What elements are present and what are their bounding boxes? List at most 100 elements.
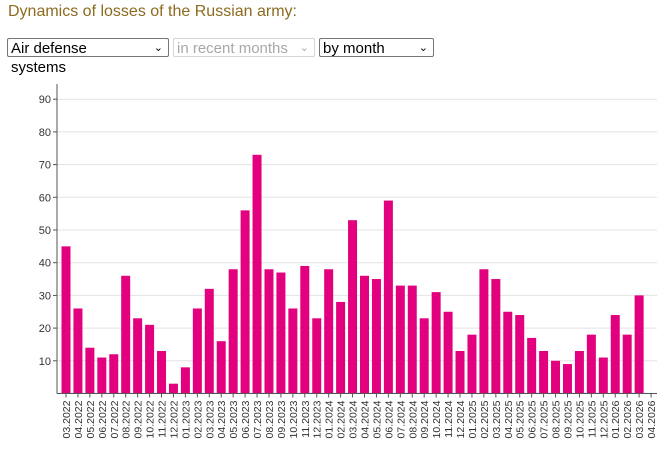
x-tick-label: 01.2024 xyxy=(324,400,336,438)
period-select[interactable]: in recent months ⌄ xyxy=(173,38,315,57)
x-tick-label: 08.2024 xyxy=(407,400,419,438)
bar-06.2023 xyxy=(240,210,250,394)
x-tick-label: 05.2024 xyxy=(371,400,383,438)
x-tick-label: 06.2023 xyxy=(240,400,252,438)
x-tick-label: 10.2024 xyxy=(431,400,443,438)
x-tick-label: 07.2025 xyxy=(539,400,551,438)
bar-09.2024 xyxy=(419,318,429,394)
y-tick-label: 10 xyxy=(39,356,51,368)
x-tick-label: 02.2023 xyxy=(192,400,204,438)
bar-02.2024 xyxy=(336,301,346,394)
chevron-down-icon: ⌄ xyxy=(418,42,428,54)
x-tick-label: 04.2023 xyxy=(216,400,228,438)
chevron-down-icon: ⌄ xyxy=(153,42,163,54)
grouping-select[interactable]: by month ⌄ xyxy=(319,38,434,57)
bar-03.2023 xyxy=(204,288,214,394)
x-tick-label: 02.2025 xyxy=(479,400,491,438)
x-tick-label: 02.2026 xyxy=(622,400,634,438)
x-tick-label: 04.2025 xyxy=(503,400,515,438)
x-tick-label: 07.2024 xyxy=(395,400,407,438)
x-tick-label: 04.2024 xyxy=(360,400,372,438)
bar-04.2023 xyxy=(216,341,226,394)
bar-03.2024 xyxy=(348,220,358,394)
x-tick-label: 11.2025 xyxy=(586,400,598,437)
x-tick-label: 02.2024 xyxy=(336,400,348,438)
y-tick-label: 40 xyxy=(39,258,51,270)
bar-01.2023 xyxy=(180,367,190,394)
bar-10.2024 xyxy=(431,292,441,394)
x-tick-label: 09.2025 xyxy=(562,400,574,438)
x-tick-label: 07.2023 xyxy=(252,400,264,438)
bar-09.2023 xyxy=(276,272,286,394)
x-tick-label: 08.2023 xyxy=(264,400,276,438)
bar-11.2024 xyxy=(443,311,453,394)
bar-12.2024 xyxy=(455,350,465,394)
x-tick-label: 03.2024 xyxy=(348,400,360,438)
x-tick-label: 09.2024 xyxy=(419,400,431,438)
bar-06.2022 xyxy=(97,357,107,394)
x-tick-label: 10.2023 xyxy=(288,400,300,438)
x-tick-label: 06.2025 xyxy=(527,400,539,438)
bar-02.2025 xyxy=(479,269,489,394)
period-select-value: in recent months xyxy=(177,40,288,57)
page-title: Dynamics of losses of the Russian army: xyxy=(8,3,297,20)
bar-11.2022 xyxy=(157,350,167,394)
x-tick-label: 05.2022 xyxy=(85,400,97,438)
bar-03.2022 xyxy=(61,246,71,394)
bar-11.2025 xyxy=(586,334,596,394)
y-axis-ticks: 10 20 30 40 50 60 70 80 90 xyxy=(39,94,57,368)
bar-10.2022 xyxy=(145,324,155,394)
bar-07.2023 xyxy=(252,154,262,394)
x-tick-label: 06.2022 xyxy=(97,400,109,438)
bar-03.2026 xyxy=(634,295,644,394)
bar-11.2023 xyxy=(300,265,310,394)
bar-04.2024 xyxy=(360,275,369,394)
x-tick-label: 03.2022 xyxy=(61,400,73,438)
y-tick-label: 20 xyxy=(39,323,51,335)
x-tick-label: 12.2023 xyxy=(312,400,324,438)
bar-05.2024 xyxy=(371,279,381,394)
chart-controls: Air defense systems ⌄ in recent months ⌄… xyxy=(7,38,434,76)
bar-07.2022 xyxy=(109,354,119,394)
x-tick-label: 11.2022 xyxy=(157,400,169,437)
bar-07.2024 xyxy=(395,285,405,394)
x-tick-label: 04.2022 xyxy=(73,400,85,438)
bar-10.2025 xyxy=(574,350,584,394)
x-tick-label: 03.2026 xyxy=(634,400,646,438)
x-tick-label: 04.2026 xyxy=(646,400,658,438)
bar-06.2025 xyxy=(527,337,537,394)
bar-02.2026 xyxy=(622,334,632,394)
x-tick-label: 09.2022 xyxy=(133,400,145,438)
bar-09.2022 xyxy=(133,318,143,394)
bar-12.2022 xyxy=(168,383,178,394)
grouping-select-value: by month xyxy=(323,40,385,57)
chevron-down-icon: ⌄ xyxy=(299,42,309,54)
x-tick-label: 10.2025 xyxy=(574,400,586,438)
x-tick-label: 03.2025 xyxy=(491,400,503,438)
y-tick-label: 70 xyxy=(39,160,51,172)
category-select[interactable]: Air defense systems ⌄ xyxy=(7,38,169,76)
x-tick-label: 07.2022 xyxy=(109,400,121,438)
y-tick-label: 80 xyxy=(39,127,51,139)
bar-05.2025 xyxy=(515,315,525,394)
bar-01.2024 xyxy=(324,269,334,394)
x-tick-label: 09.2023 xyxy=(276,400,288,438)
y-tick-label: 60 xyxy=(39,192,51,204)
x-tick-label: 12.2025 xyxy=(598,400,610,438)
x-tick-label: 01.2025 xyxy=(467,400,479,438)
bar-04.2025 xyxy=(503,311,513,394)
bars xyxy=(61,154,644,394)
bar-08.2023 xyxy=(264,269,274,394)
y-tick-label: 30 xyxy=(39,290,51,302)
bar-09.2025 xyxy=(562,364,572,394)
y-tick-label: 90 xyxy=(39,94,51,106)
bar-12.2025 xyxy=(598,357,608,394)
x-tick-label: 08.2025 xyxy=(551,400,563,438)
bar-08.2024 xyxy=(407,285,417,394)
y-tick-label: 50 xyxy=(39,225,51,237)
bar-08.2025 xyxy=(551,360,561,394)
x-tick-label: 01.2026 xyxy=(610,400,622,438)
x-tick-label: 03.2023 xyxy=(204,400,216,438)
x-tick-label: 05.2023 xyxy=(228,400,240,438)
